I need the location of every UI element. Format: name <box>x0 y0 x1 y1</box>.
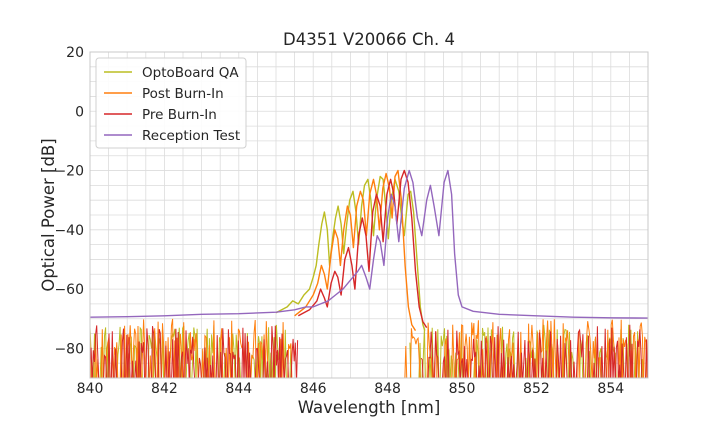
y-tick-label: −40 <box>54 223 84 239</box>
legend-label: Reception Test <box>142 128 240 144</box>
x-tick-label: 848 <box>374 381 401 397</box>
plot-frame <box>89 51 649 379</box>
y-tick-label: 20 <box>66 45 84 61</box>
y-tick-label: −80 <box>54 341 84 357</box>
noise-trace <box>404 319 648 378</box>
x-tick-label: 850 <box>449 381 476 397</box>
x-axis-label: Wavelength [nm] <box>298 398 441 417</box>
x-tick-label: 840 <box>77 381 104 397</box>
noise-trace <box>420 324 648 378</box>
series-line-post-burn-in <box>294 169 417 331</box>
y-tick-labels: 20 0 −20 −40 −60 −80 <box>54 45 84 357</box>
x-tick-label: 842 <box>151 381 178 397</box>
x-tick-label: 854 <box>597 381 624 397</box>
chart-title: D4351 V20066 Ch. 4 <box>283 30 455 49</box>
x-tick-label: 844 <box>225 381 252 397</box>
y-axis-label: Optical Power [dB] <box>39 138 58 291</box>
noise-trace <box>90 325 299 378</box>
x-tick-label: 846 <box>300 381 327 397</box>
legend-label: Pre Burn-In <box>142 107 217 123</box>
y-tick-label: 0 <box>75 104 84 120</box>
series-line-pre-burn-in <box>297 169 428 328</box>
y-tick-label: −20 <box>54 164 84 180</box>
series-lines <box>90 169 648 331</box>
y-tick-label: −60 <box>54 282 84 298</box>
series-line-reception-test <box>90 169 648 319</box>
legend: OptoBoard QA Post Burn-In Pre Burn-In Recep… <box>95 57 247 149</box>
x-tick-labels: 840 842 844 846 848 850 852 854 <box>77 381 625 397</box>
legend-label: Post Burn-In <box>142 86 224 102</box>
legend-label: OptoBoard QA <box>142 65 239 81</box>
x-tick-label: 852 <box>523 381 550 397</box>
noise-floor <box>90 318 648 378</box>
legend-box <box>95 57 247 149</box>
